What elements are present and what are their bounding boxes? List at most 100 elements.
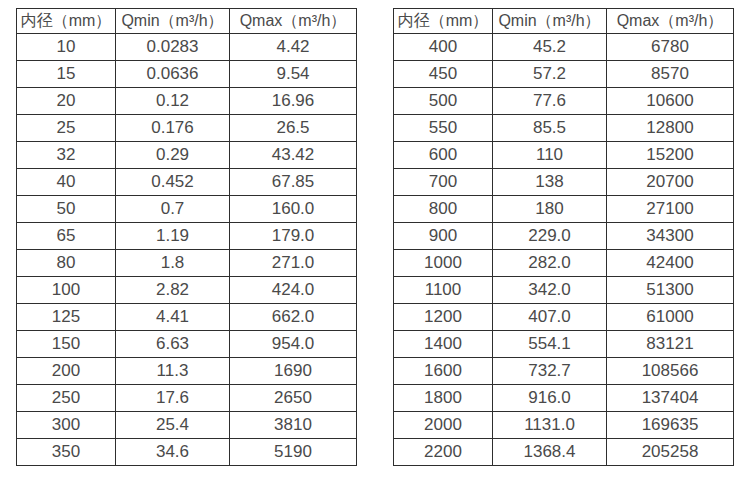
table-cell: 10 (17, 34, 116, 61)
table-row: 30025.43810 (17, 412, 357, 439)
table-cell: 4.41 (116, 304, 230, 331)
table-cell: 205258 (607, 439, 734, 466)
table-cell: 1600 (394, 358, 493, 385)
table-cell: 1368.4 (493, 439, 607, 466)
table-cell: 4.42 (230, 34, 357, 61)
table-cell: 138 (493, 169, 607, 196)
table-row: 200.1216.96 (17, 88, 357, 115)
table-cell: 5190 (230, 439, 357, 466)
table-cell: 10600 (607, 88, 734, 115)
table-cell: 900 (394, 223, 493, 250)
table-cell: 65 (17, 223, 116, 250)
table-row: 1254.41662.0 (17, 304, 357, 331)
table-cell: 17.6 (116, 385, 230, 412)
column-header-qmin: Qmin（m³/h） (493, 9, 607, 34)
table-cell: 169635 (607, 412, 734, 439)
table-row: 25017.62650 (17, 385, 357, 412)
table-cell: 1200 (394, 304, 493, 331)
table-row: 150.06369.54 (17, 61, 357, 88)
table-header: 内径（mm） Qmin（m³/h） Qmax（m³/h） (17, 9, 357, 34)
table-cell: 200 (17, 358, 116, 385)
column-header-qmax: Qmax（m³/h） (230, 9, 357, 34)
table-row: 55085.512800 (394, 115, 734, 142)
table-row: 250.17626.5 (17, 115, 357, 142)
table-cell: 9.54 (230, 61, 357, 88)
table-row: 1100342.051300 (394, 277, 734, 304)
table-row: 651.19179.0 (17, 223, 357, 250)
table-row: 320.2943.42 (17, 142, 357, 169)
table-header-row: 内径（mm） Qmin（m³/h） Qmax（m³/h） (394, 9, 734, 34)
flow-range-table-large-diameter: 内径（mm） Qmin（m³/h） Qmax（m³/h） 40045.26780… (393, 8, 734, 466)
table-cell: 110 (493, 142, 607, 169)
table-cell: 732.7 (493, 358, 607, 385)
table-cell: 26.5 (230, 115, 357, 142)
table-row: 1600732.7108566 (394, 358, 734, 385)
table-cell: 11.3 (116, 358, 230, 385)
table-cell: 400 (394, 34, 493, 61)
table-row: 35034.65190 (17, 439, 357, 466)
table-cell: 300 (17, 412, 116, 439)
table-cell: 662.0 (230, 304, 357, 331)
table-cell: 3810 (230, 412, 357, 439)
column-header-qmin: Qmin（m³/h） (116, 9, 230, 34)
table-row: 60011015200 (394, 142, 734, 169)
table-row: 20011.31690 (17, 358, 357, 385)
table-row: 500.7160.0 (17, 196, 357, 223)
table-cell: 0.452 (116, 169, 230, 196)
table-cell: 50 (17, 196, 116, 223)
table-cell: 1100 (394, 277, 493, 304)
table-header-row: 内径（mm） Qmin（m³/h） Qmax（m³/h） (17, 9, 357, 34)
table-row: 1506.63954.0 (17, 331, 357, 358)
table-cell: 16.96 (230, 88, 357, 115)
table-cell: 1000 (394, 250, 493, 277)
table-cell: 0.7 (116, 196, 230, 223)
table-row: 1200407.061000 (394, 304, 734, 331)
table-cell: 0.29 (116, 142, 230, 169)
table-cell: 100 (17, 277, 116, 304)
table-header: 内径（mm） Qmin（m³/h） Qmax（m³/h） (394, 9, 734, 34)
table-cell: 34.6 (116, 439, 230, 466)
flow-range-table-small-diameter: 内径（mm） Qmin（m³/h） Qmax（m³/h） 100.02834.4… (16, 8, 357, 466)
table-cell: 20700 (607, 169, 734, 196)
table-cell: 150 (17, 331, 116, 358)
table-row: 100.02834.42 (17, 34, 357, 61)
table-cell: 1.8 (116, 250, 230, 277)
table-cell: 600 (394, 142, 493, 169)
table-cell: 61000 (607, 304, 734, 331)
table-cell: 0.0283 (116, 34, 230, 61)
table-cell: 20 (17, 88, 116, 115)
table-row: 20001131.0169635 (394, 412, 734, 439)
table-row: 70013820700 (394, 169, 734, 196)
table-row: 50077.610600 (394, 88, 734, 115)
table-cell: 6780 (607, 34, 734, 61)
table-cell: 0.0636 (116, 61, 230, 88)
table-row: 1400554.183121 (394, 331, 734, 358)
table-cell: 15200 (607, 142, 734, 169)
table-cell: 450 (394, 61, 493, 88)
column-header-inner-diameter: 内径（mm） (394, 9, 493, 34)
table-cell: 15 (17, 61, 116, 88)
table-cell: 282.0 (493, 250, 607, 277)
table-row: 1000282.042400 (394, 250, 734, 277)
table-cell: 34300 (607, 223, 734, 250)
table-cell: 12800 (607, 115, 734, 142)
table-cell: 77.6 (493, 88, 607, 115)
table-row: 45057.28570 (394, 61, 734, 88)
table-cell: 1690 (230, 358, 357, 385)
table-cell: 45.2 (493, 34, 607, 61)
table-cell: 108566 (607, 358, 734, 385)
table-cell: 43.42 (230, 142, 357, 169)
table-row: 80018027100 (394, 196, 734, 223)
table-cell: 424.0 (230, 277, 357, 304)
page: 内径（mm） Qmin（m³/h） Qmax（m³/h） 100.02834.4… (0, 0, 750, 483)
table-cell: 342.0 (493, 277, 607, 304)
table-cell: 67.85 (230, 169, 357, 196)
table-row: 1002.82424.0 (17, 277, 357, 304)
table-cell: 271.0 (230, 250, 357, 277)
table-cell: 32 (17, 142, 116, 169)
table-cell: 1400 (394, 331, 493, 358)
table-cell: 229.0 (493, 223, 607, 250)
table-cell: 554.1 (493, 331, 607, 358)
table-cell: 0.176 (116, 115, 230, 142)
table-cell: 180 (493, 196, 607, 223)
